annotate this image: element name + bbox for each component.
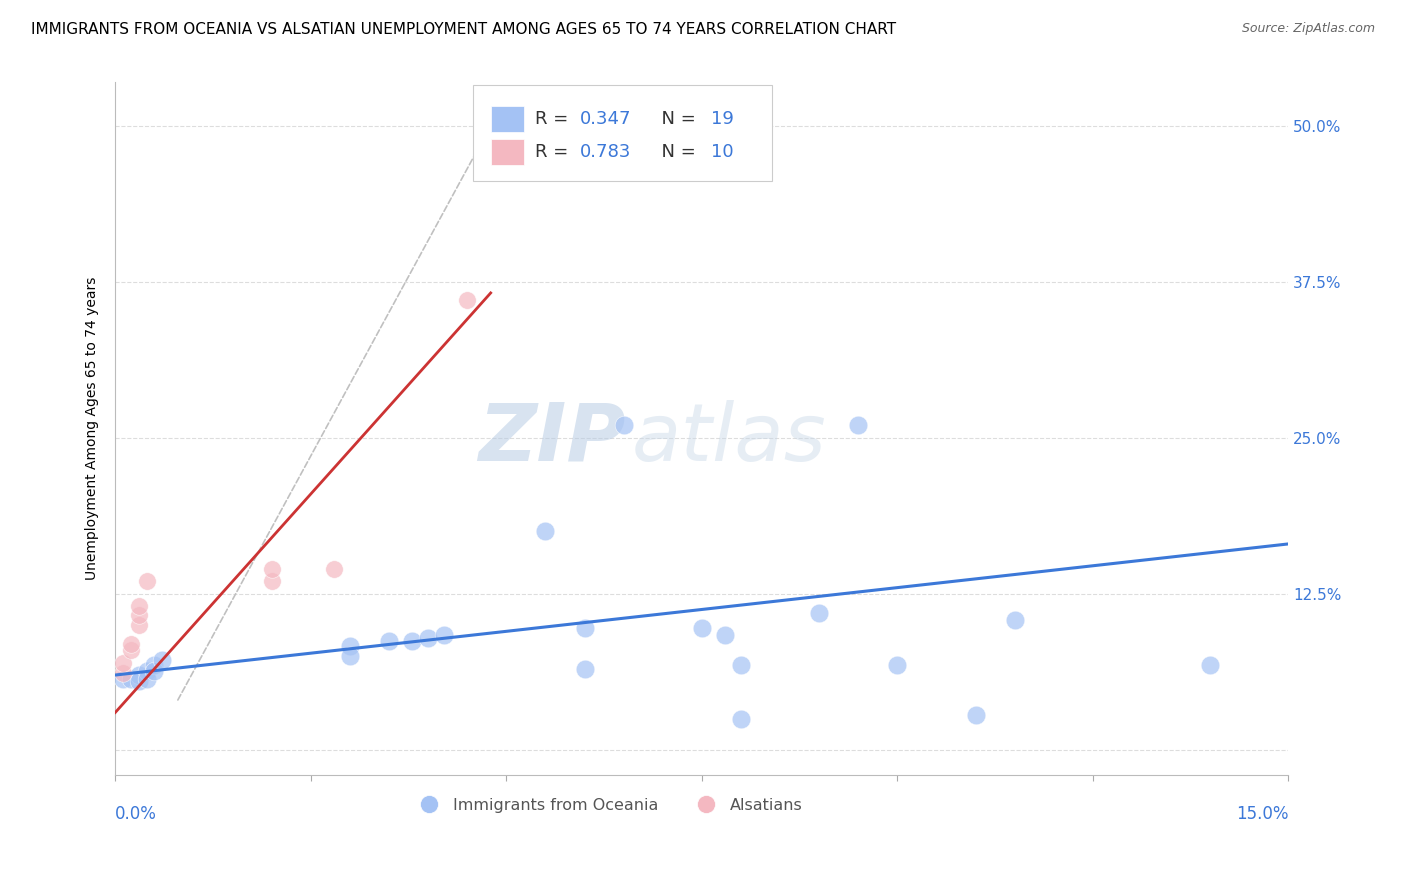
Point — [128, 608, 150, 623]
Text: atlas: atlas — [631, 400, 827, 478]
Point — [143, 665, 166, 679]
Point — [690, 621, 713, 635]
Point — [339, 649, 361, 664]
Text: ZIP: ZIP — [478, 400, 626, 478]
Bar — [491, 106, 523, 133]
Text: 15.0%: 15.0% — [1236, 805, 1288, 823]
Point — [339, 640, 361, 654]
Point — [714, 628, 737, 642]
Point — [260, 574, 283, 589]
Point — [1199, 658, 1222, 673]
Point — [112, 656, 135, 670]
Point — [730, 712, 752, 726]
Point — [846, 418, 869, 433]
Point — [143, 658, 166, 673]
Text: 0.783: 0.783 — [579, 143, 631, 161]
Point — [120, 643, 142, 657]
Text: 0.0%: 0.0% — [115, 805, 157, 823]
Text: IMMIGRANTS FROM OCEANIA VS ALSATIAN UNEMPLOYMENT AMONG AGES 65 TO 74 YEARS CORRE: IMMIGRANTS FROM OCEANIA VS ALSATIAN UNEM… — [31, 22, 896, 37]
Point — [128, 674, 150, 689]
Text: N =: N = — [650, 143, 702, 161]
Bar — [491, 139, 523, 165]
Point — [112, 672, 135, 686]
Y-axis label: Unemployment Among Ages 65 to 74 years: Unemployment Among Ages 65 to 74 years — [86, 277, 100, 580]
FancyBboxPatch shape — [472, 86, 772, 181]
Point — [120, 672, 142, 686]
Point — [112, 665, 135, 680]
Point — [808, 606, 831, 620]
Point — [456, 293, 478, 308]
Point — [574, 621, 596, 635]
Point — [1004, 613, 1026, 627]
Text: R =: R = — [536, 111, 574, 128]
Point — [128, 599, 150, 614]
Point — [150, 653, 173, 667]
Point — [135, 574, 157, 589]
Point — [965, 708, 987, 723]
Point — [128, 668, 150, 682]
Point — [613, 418, 636, 433]
Text: 10: 10 — [711, 143, 734, 161]
Point — [323, 562, 346, 576]
Point — [128, 618, 150, 632]
Point — [401, 634, 423, 648]
Point — [120, 637, 142, 651]
Text: R =: R = — [536, 143, 574, 161]
Point — [730, 658, 752, 673]
Point — [260, 562, 283, 576]
Text: 19: 19 — [711, 111, 734, 128]
Point — [886, 658, 908, 673]
Point — [378, 634, 401, 648]
Point — [433, 628, 456, 642]
Point — [574, 662, 596, 676]
Point — [135, 665, 157, 679]
Text: 0.347: 0.347 — [579, 111, 631, 128]
Point — [416, 631, 439, 645]
Legend: Immigrants from Oceania, Alsatians: Immigrants from Oceania, Alsatians — [406, 791, 810, 819]
Point — [534, 524, 557, 539]
Text: N =: N = — [650, 111, 702, 128]
Text: Source: ZipAtlas.com: Source: ZipAtlas.com — [1241, 22, 1375, 36]
Point — [135, 672, 157, 686]
